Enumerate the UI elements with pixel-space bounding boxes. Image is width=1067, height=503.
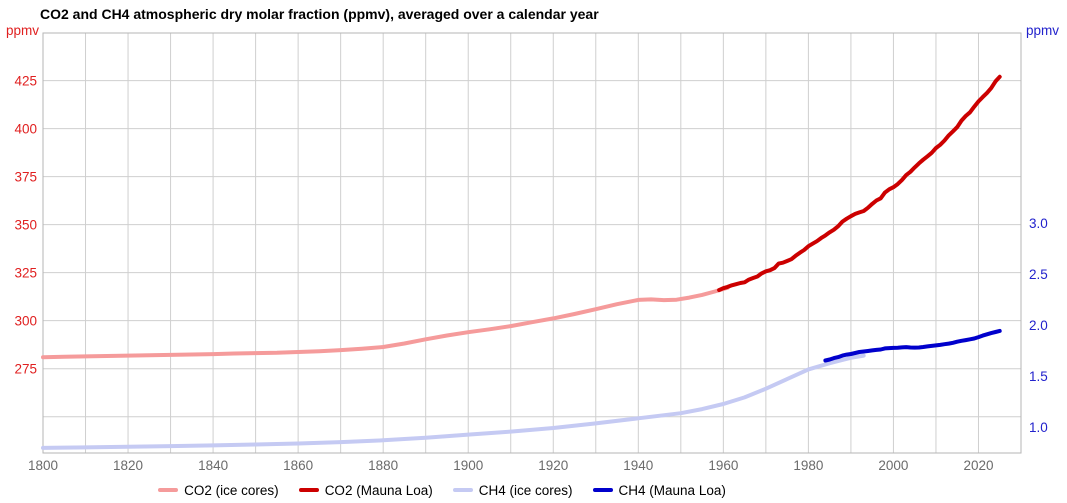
x-tick-label: 1980 <box>793 458 823 473</box>
left-tick-label: 275 <box>14 361 37 376</box>
x-tick-label: 1900 <box>453 458 483 473</box>
legend-label: CH4 (ice cores) <box>478 482 573 498</box>
legend-item-ch4-mauna-loa: CH4 (Mauna Loa) <box>592 482 726 498</box>
series-line-co2-ice-cores <box>41 285 730 360</box>
left-axis-unit: ppmv <box>6 23 40 38</box>
x-tick-label: 1820 <box>113 458 143 473</box>
co2-ice-cores-line-swatch-icon <box>158 488 179 492</box>
chart-title: CO2 and CH4 atmospheric dry molar fracti… <box>40 6 599 22</box>
x-tick-label: 1960 <box>708 458 738 473</box>
x-tick-label: 1920 <box>538 458 568 473</box>
left-tick-label: 400 <box>14 121 37 136</box>
co2-mauna-loa-line-swatch-icon <box>298 488 319 492</box>
legend-label: CO2 (Mauna Loa) <box>324 482 433 498</box>
x-tick-label: 1840 <box>198 458 228 473</box>
legend: CO2 (ice cores) CO2 (Mauna Loa) CH4 (ice… <box>0 481 884 499</box>
right-tick-label: 2.0 <box>1029 318 1048 333</box>
legend-item-co2-ice-cores: CO2 (ice cores) <box>158 483 279 498</box>
x-tick-label: 1800 <box>28 458 58 473</box>
right-axis-unit: ppmv <box>1026 23 1060 38</box>
series-line-ch4-ice-cores <box>41 353 866 450</box>
right-tick-label: 3.0 <box>1029 216 1048 231</box>
left-tick-label: 325 <box>14 265 37 280</box>
left-tick-label: 300 <box>14 313 37 328</box>
right-tick-label: 2.5 <box>1029 267 1048 282</box>
ch4-mauna-loa-line-swatch-icon <box>592 488 613 492</box>
left-tick-label: 350 <box>14 217 37 232</box>
x-tick-label: 2000 <box>878 458 908 473</box>
x-tick-label: 1880 <box>368 458 398 473</box>
series-line-co2-mauna-loa <box>717 74 1002 293</box>
right-tick-label: 1.5 <box>1029 369 1048 384</box>
series-line-ch4-mauna-loa <box>823 328 1002 363</box>
x-tick-label: 2020 <box>963 458 993 473</box>
x-tick-label: 1940 <box>623 458 653 473</box>
left-tick-label: 425 <box>14 73 37 88</box>
right-tick-label: 1.0 <box>1029 420 1048 435</box>
legend-item-ch4-ice-cores: CH4 (ice cores) <box>452 482 573 498</box>
plot-frame <box>42 32 1022 454</box>
x-tick-label: 1860 <box>283 458 313 473</box>
legend-item-co2-mauna-loa: CO2 (Mauna Loa) <box>298 482 433 498</box>
left-tick-label: 375 <box>14 169 37 184</box>
legend-label: CO2 (ice cores) <box>184 482 279 498</box>
legend-label: CH4 (Mauna Loa) <box>618 482 726 498</box>
ch4-ice-cores-line-swatch-icon <box>452 488 473 492</box>
